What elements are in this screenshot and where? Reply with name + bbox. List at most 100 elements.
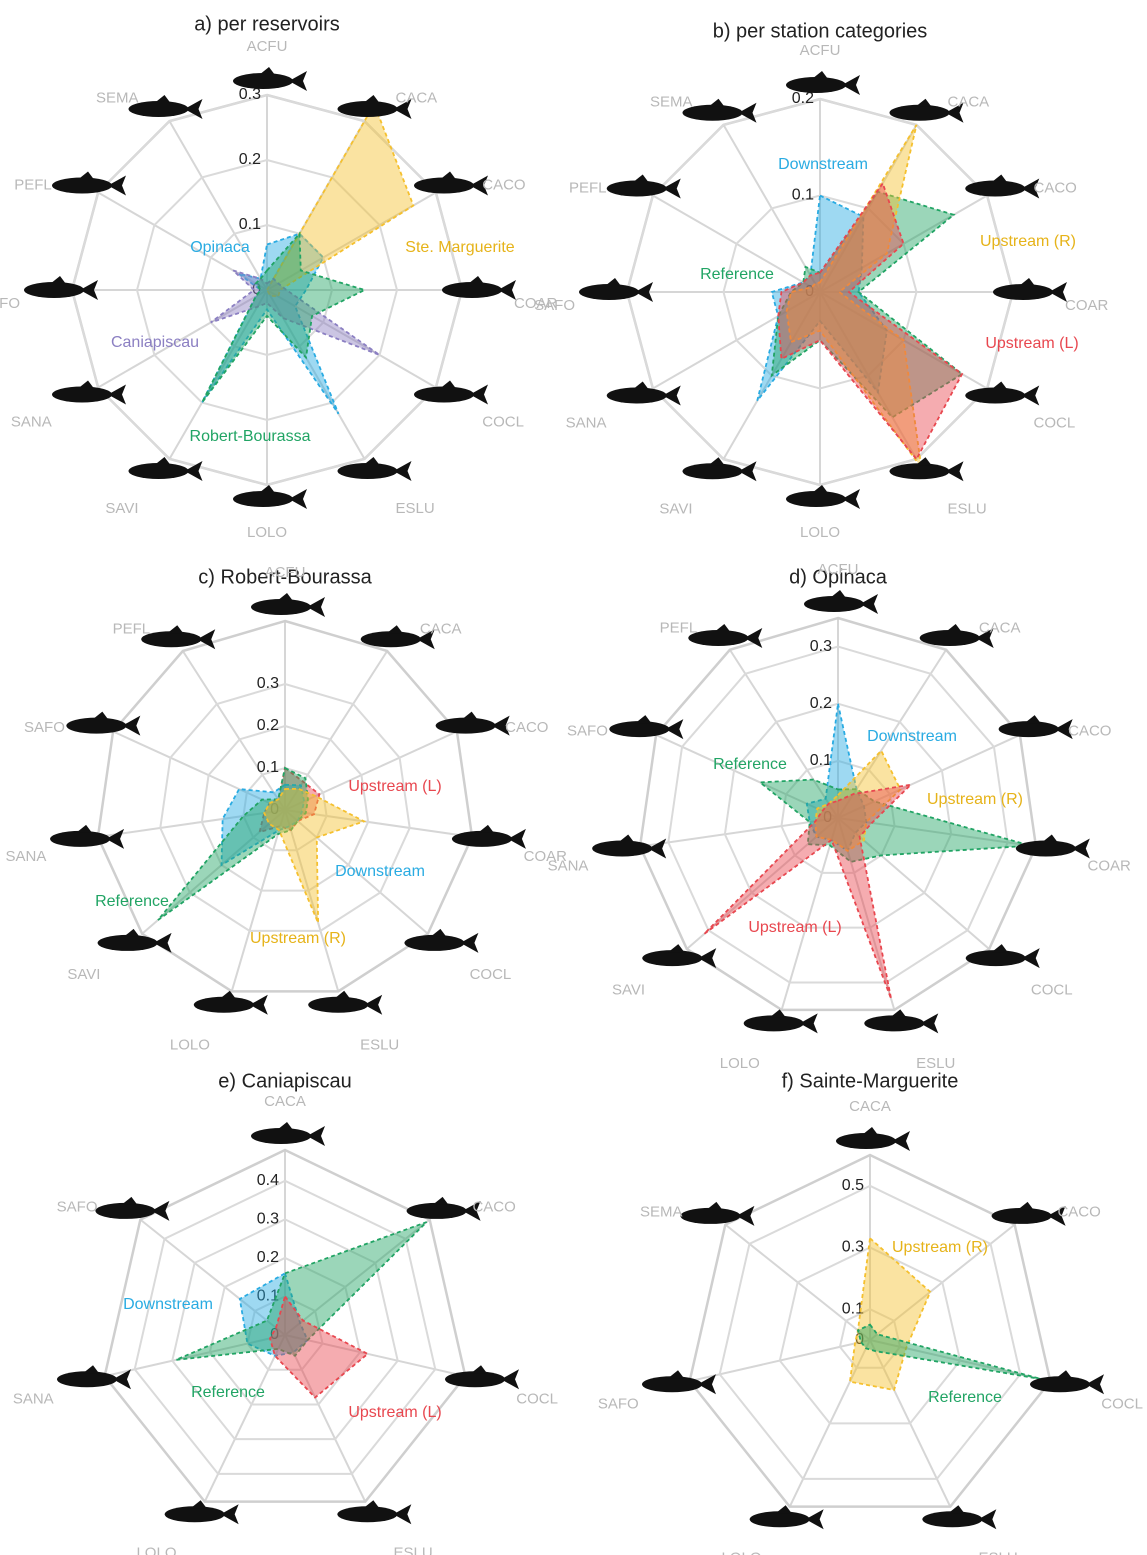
- fish-fin: [945, 623, 962, 632]
- category-label: SAFO: [0, 295, 20, 312]
- category-label: SAFO: [534, 297, 575, 314]
- category-label: COAR: [514, 295, 558, 312]
- fish-tail: [184, 460, 203, 481]
- fish-body: [128, 462, 189, 479]
- fish-icon: [404, 928, 479, 953]
- series-label: Downstream: [778, 156, 868, 173]
- fish-body: [965, 387, 1026, 404]
- fish-tail: [1021, 948, 1040, 969]
- fish-body: [786, 491, 846, 507]
- spoke: [97, 289, 268, 389]
- series-label: Downstream: [335, 863, 425, 880]
- category-label: CACO: [1034, 179, 1077, 196]
- fish-body: [164, 1506, 225, 1523]
- fish-tail: [462, 1200, 481, 1221]
- fish-icon: [965, 381, 1040, 406]
- category-label: SEMA: [650, 93, 693, 110]
- fish-tail: [945, 102, 964, 123]
- fish-fin: [121, 1196, 138, 1205]
- r-tick-label: 0.3: [810, 638, 832, 655]
- r-tick-label: 0.2: [257, 1249, 279, 1266]
- fish-tail: [151, 1200, 170, 1221]
- spoke: [168, 289, 268, 460]
- fish-fin: [50, 276, 66, 284]
- series-label: Upstream (R): [927, 791, 1023, 808]
- category-label: SANA: [11, 413, 52, 430]
- series-label: Upstream (L): [985, 335, 1078, 352]
- category-label: SAVI: [659, 500, 692, 517]
- fish-fin: [363, 456, 380, 465]
- series-label: Downstream: [123, 1296, 213, 1313]
- fish-fin: [471, 1365, 488, 1374]
- fish-fin: [830, 590, 846, 598]
- category-label: ESLU: [978, 1549, 1017, 1555]
- category-label: COCL: [1031, 981, 1073, 998]
- fish-icon: [233, 485, 307, 509]
- category-label: SANA: [566, 414, 607, 431]
- fish-fin: [635, 715, 652, 724]
- fish-icon: [406, 1196, 481, 1221]
- fish-icon: [141, 625, 216, 650]
- radar-panel: d) Opinaca 0 0.1 0.2 0.3 ACFU CACA CACO COAR COCL…: [548, 561, 1131, 1072]
- category-label: LOLO: [720, 1055, 760, 1072]
- category-label: SEMA: [96, 90, 139, 107]
- r-tick-label: 0.2: [257, 717, 279, 734]
- fish-tail: [1021, 385, 1040, 406]
- fish-fin: [259, 67, 275, 75]
- series-area: [265, 102, 415, 298]
- r-tick-label: 0: [252, 281, 261, 298]
- fish-body: [445, 1371, 506, 1388]
- fish-body: [743, 1015, 804, 1032]
- fish-body: [193, 996, 254, 1013]
- grid-ring: [718, 1184, 1022, 1480]
- grid-ring: [171, 1218, 399, 1441]
- series-label: Upstream (L): [348, 778, 441, 795]
- r-tick-label: 0.4: [257, 1172, 279, 1189]
- r-tick-label: 0.2: [792, 90, 814, 107]
- fish-body: [688, 629, 749, 646]
- fish-fin: [363, 1500, 380, 1509]
- category-label: ESLU: [916, 1055, 955, 1072]
- fish-tail: [364, 994, 383, 1015]
- fish-fin: [334, 990, 351, 999]
- grid-ring: [246, 1295, 324, 1371]
- category-label: SEMA: [640, 1203, 683, 1220]
- grid-ring: [780, 759, 896, 874]
- grid-ring: [200, 724, 370, 892]
- panel-title: c) Robert-Bourassa: [198, 566, 372, 588]
- fish-icon: [445, 1365, 520, 1390]
- fish-body: [233, 73, 293, 89]
- fish-fin: [769, 1009, 786, 1018]
- fish-fin: [363, 95, 380, 104]
- fish-icon: [922, 1505, 997, 1530]
- series-label: Reference: [713, 756, 787, 773]
- r-tick-label: 0.5: [842, 1177, 864, 1194]
- radar-panel: b) per station categories 0 0.1 0.2 ACFU CACA…: [534, 20, 1108, 541]
- fish-tail: [744, 627, 763, 648]
- radar-panel: c) Robert-Bourassa 0 0.1 0.2 0.3 ACFU CACA CACO…: [5, 564, 567, 1054]
- r-tick-label: 0.1: [792, 187, 814, 204]
- fish-body: [52, 386, 113, 403]
- category-label: COCL: [1101, 1395, 1143, 1412]
- fish-fin: [668, 944, 685, 953]
- category-label: SAFO: [57, 1198, 98, 1215]
- fish-tail: [393, 460, 412, 481]
- fish-tail: [393, 1504, 412, 1525]
- grid-ring: [667, 645, 1009, 984]
- spoke: [284, 809, 473, 838]
- fish-tail: [307, 597, 325, 617]
- fish-tail: [665, 719, 684, 740]
- fish-icon: [52, 171, 127, 196]
- series-label: Upstream (R): [980, 233, 1076, 250]
- fish-tail: [975, 627, 994, 648]
- fish-body: [337, 462, 398, 479]
- panel-title: e) Caniapiscau: [218, 1070, 351, 1092]
- fish-fin: [78, 380, 95, 389]
- fish-body: [965, 180, 1026, 197]
- spoke: [141, 809, 286, 935]
- fish-body: [889, 104, 950, 121]
- fish-body: [919, 629, 980, 646]
- fish-body: [451, 830, 512, 847]
- fish-tail: [112, 1369, 131, 1390]
- fish-body: [991, 1207, 1052, 1224]
